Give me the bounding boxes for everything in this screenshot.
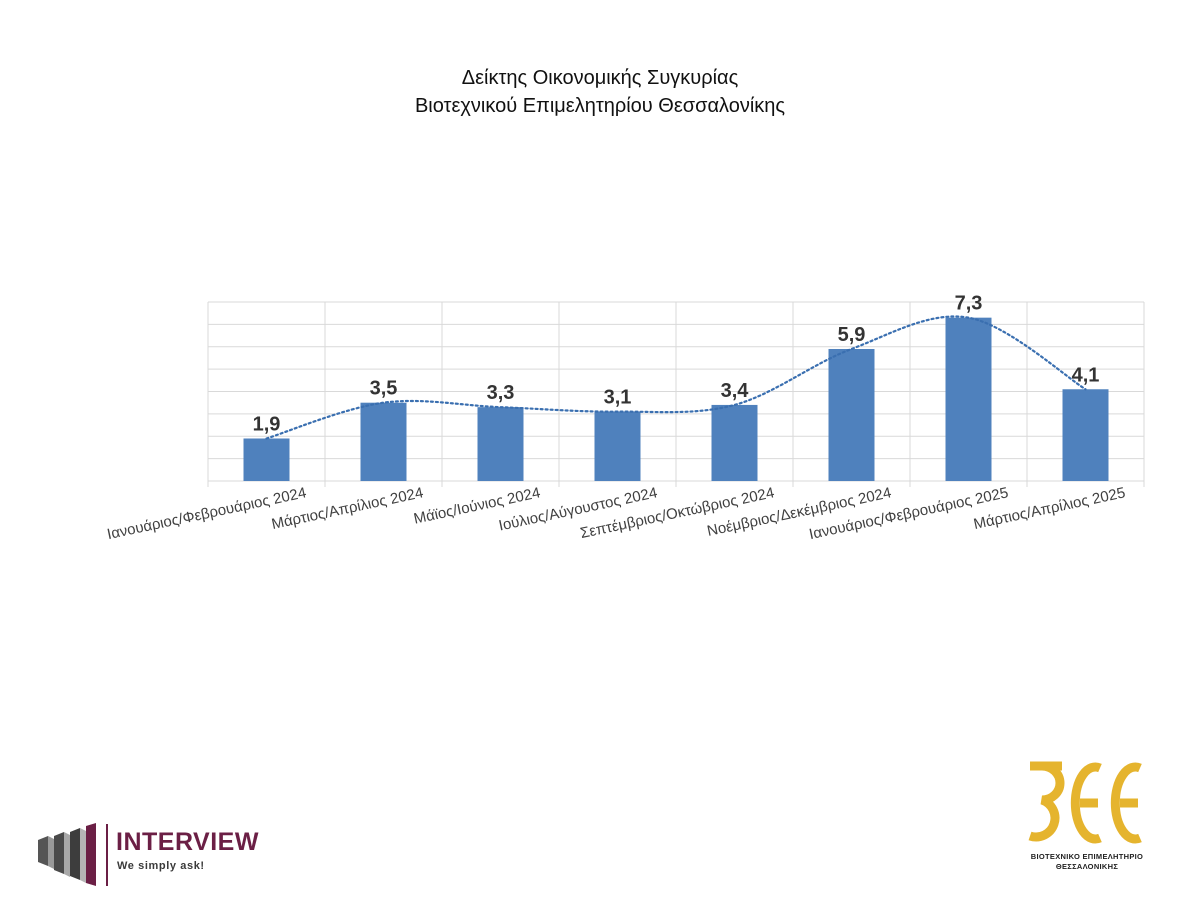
bar xyxy=(477,407,524,481)
bar xyxy=(594,411,641,481)
chart-title-line-1: Δείκτης Οικονομικής Συγκυρίας xyxy=(461,67,739,89)
interview-tagline: We simply ask! xyxy=(117,860,205,872)
interview-logo: INTERVIEW We simply ask! xyxy=(36,822,306,888)
bar xyxy=(945,317,992,481)
interview-name: INTERVIEW xyxy=(116,828,259,856)
data-label: 3,4 xyxy=(721,380,750,402)
data-label: 3,1 xyxy=(604,387,632,409)
category-label: Σεπτέμβριος/Οκτώβριος 2024 xyxy=(579,484,776,542)
interview-bars-icon xyxy=(38,823,96,886)
bar xyxy=(711,404,758,481)
category-label: Ιανουάριος/Φεβρουάριος 2025 xyxy=(808,484,1010,543)
chart-title: Δείκτης Οικονομικής Συγκυρίας Βιοτεχνικο… xyxy=(0,64,1200,120)
category-label: Ιανουάριος/Φεβρουάριος 2024 xyxy=(106,484,308,543)
bee-name-line-2: ΘΕΣΣΑΛΟΝΙΚΗΣ xyxy=(1055,862,1119,871)
data-label: 3,3 xyxy=(487,382,515,404)
data-label: 5,9 xyxy=(838,324,866,346)
interview-divider xyxy=(106,824,108,886)
bar xyxy=(828,348,875,481)
bar xyxy=(1062,389,1109,481)
bee-name-line-1: ΒΙΟΤΕΧΝΙΚΟ ΕΠΙΜΕΛΗΤΗΡΙΟ xyxy=(1030,852,1144,861)
bar xyxy=(243,438,290,481)
trendline xyxy=(265,315,1087,440)
data-label: 3,5 xyxy=(370,378,398,400)
data-label: 4,1 xyxy=(1072,364,1100,386)
data-label: 1,9 xyxy=(253,413,281,435)
bee-logo: ΒΙΟΤΕΧΝΙΚΟ ΕΠΙΜΕΛΗΤΗΡΙΟ ΘΕΣΣΑΛΟΝΙΚΗΣ xyxy=(1022,756,1152,876)
bee-mark-icon xyxy=(1028,761,1142,844)
data-label: 7,3 xyxy=(955,293,983,315)
chart-title-line-2: Βιοτεχνικού Επιμελητηρίου Θεσσαλονίκης xyxy=(414,95,786,117)
bar xyxy=(360,402,407,481)
